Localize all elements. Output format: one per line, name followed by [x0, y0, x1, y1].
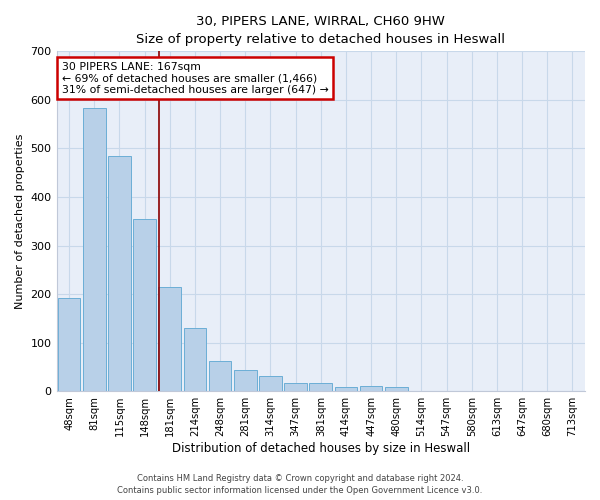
X-axis label: Distribution of detached houses by size in Heswall: Distribution of detached houses by size …: [172, 442, 470, 455]
Bar: [58, 298, 80, 391]
Bar: [335, 388, 357, 391]
Bar: [184, 328, 206, 391]
Bar: [108, 156, 131, 391]
Bar: [284, 384, 307, 391]
Bar: [385, 387, 407, 391]
Bar: [234, 370, 257, 391]
Bar: [209, 360, 232, 391]
Bar: [83, 108, 106, 391]
Bar: [133, 220, 156, 391]
Bar: [158, 287, 181, 391]
Text: Contains HM Land Registry data © Crown copyright and database right 2024.
Contai: Contains HM Land Registry data © Crown c…: [118, 474, 482, 495]
Text: 30 PIPERS LANE: 167sqm
← 69% of detached houses are smaller (1,466)
31% of semi-: 30 PIPERS LANE: 167sqm ← 69% of detached…: [62, 62, 329, 94]
Title: 30, PIPERS LANE, WIRRAL, CH60 9HW
Size of property relative to detached houses i: 30, PIPERS LANE, WIRRAL, CH60 9HW Size o…: [136, 15, 505, 46]
Bar: [310, 384, 332, 391]
Y-axis label: Number of detached properties: Number of detached properties: [15, 134, 25, 309]
Bar: [259, 376, 282, 391]
Bar: [360, 386, 382, 391]
